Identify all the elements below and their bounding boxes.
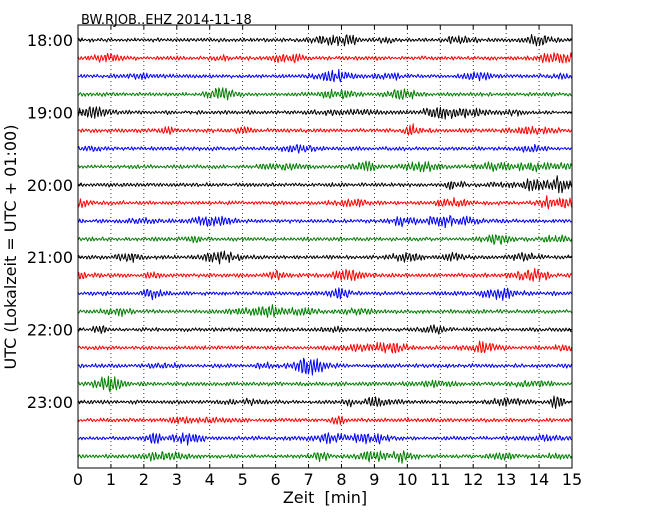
seismic-traces (77, 33, 573, 464)
x-axis-label: Zeit [min] (283, 488, 367, 507)
x-tick-label: 10 (397, 470, 417, 489)
seismic-trace (77, 215, 572, 229)
plot-frame (77, 24, 573, 469)
seismic-trace (77, 143, 572, 154)
seismic-trace (77, 250, 572, 265)
x-tick-label: 14 (529, 470, 549, 489)
x-tick-label: 11 (430, 470, 450, 489)
y-tick-label: 23:00 (27, 393, 73, 412)
seismic-trace (77, 52, 573, 64)
seismic-trace (77, 357, 573, 376)
seismic-trace (77, 106, 573, 120)
seismic-trace (77, 268, 572, 282)
x-tick-label: 7 (303, 470, 313, 489)
x-tick-label: 3 (172, 470, 182, 489)
y-axis-ticks: 18:00 19:00 20:00 21:00 22:00 23:00 (27, 31, 572, 412)
x-tick-label: 15 (562, 470, 582, 489)
chart-title: BW.RJOB..EHZ 2014-11-18 (81, 13, 252, 28)
seismic-trace (77, 287, 573, 301)
seismic-trace (77, 33, 572, 47)
seismic-trace (77, 195, 573, 210)
y-tick-label: 18:00 (27, 31, 73, 50)
seismic-trace (77, 304, 573, 318)
seismic-trace (77, 234, 573, 245)
seismic-trace (77, 123, 573, 136)
x-tick-label: 1 (106, 470, 116, 489)
x-tick-label: 0 (73, 470, 83, 489)
x-tick-label: 6 (271, 470, 281, 489)
x-tick-label: 8 (336, 470, 346, 489)
seismic-trace (77, 450, 573, 464)
x-tick-label: 2 (139, 470, 149, 489)
y-axis-label: UTC (Lokalzeit = UTC + 01:00) (1, 125, 20, 370)
seismic-trace (77, 68, 573, 83)
seismic-trace (77, 340, 573, 354)
x-tick-label: 5 (238, 470, 248, 489)
seismic-trace (77, 87, 572, 101)
y-tick-label: 22:00 (27, 321, 73, 340)
x-tick-label: 12 (463, 470, 483, 489)
x-tick-label: 4 (205, 470, 215, 489)
seismic-trace (77, 415, 573, 425)
seismic-trace (77, 395, 572, 409)
seismic-trace (77, 432, 572, 446)
seismic-trace (77, 160, 573, 173)
seismic-trace (77, 324, 572, 335)
y-tick-label: 20:00 (27, 176, 73, 195)
x-axis-ticks: 0 1 2 3 4 5 6 7 8 9 10 11 12 13 14 15 (73, 25, 582, 489)
seismic-trace (77, 375, 572, 393)
x-tick-label: 13 (496, 470, 516, 489)
y-tick-label: 19:00 (27, 103, 73, 122)
y-tick-label: 21:00 (27, 248, 73, 267)
seismic-trace (77, 175, 573, 194)
x-tick-label: 9 (369, 470, 379, 489)
